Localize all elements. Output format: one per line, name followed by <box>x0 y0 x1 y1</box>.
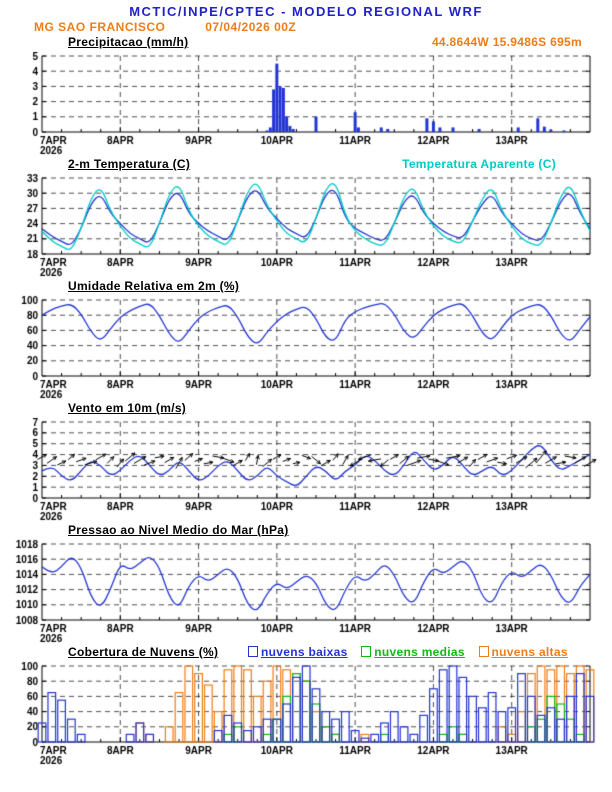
panel-clouds: Cobertura de Nuvens (%) nuvens baixas nu… <box>0 645 612 766</box>
mid-clouds-label: nuvens medias <box>374 645 465 659</box>
panel-wind: Vento em 10m (m/s) <box>0 401 612 522</box>
humidity-title: Umidade Relativa em 2m (%) <box>68 279 240 293</box>
panel-clouds-header: Cobertura de Nuvens (%) nuvens baixas nu… <box>0 645 612 660</box>
panel-temperature-header: 2-m Temperatura (C) Temperatura Aparente… <box>0 157 612 172</box>
page-title: MCTIC/INPE/CPTEC - MODELO REGIONAL WRF <box>129 4 483 19</box>
wind-chart <box>0 416 612 522</box>
legend-item-high-clouds: nuvens altas <box>478 645 568 659</box>
legend-item-mid-clouds: nuvens medias <box>361 645 465 659</box>
clouds-chart <box>0 660 612 766</box>
panel-pressure-header: Pressao ao Nivel Medio do Mar (hPa) <box>0 523 612 538</box>
high-clouds-label: nuvens altas <box>491 645 568 659</box>
high-clouds-swatch-icon <box>478 646 489 657</box>
clouds-legend: nuvens baixas nuvens medias nuvens altas <box>248 645 578 659</box>
pressure-chart <box>0 538 612 644</box>
temperature-title: 2-m Temperatura (C) <box>68 157 191 171</box>
run-datetime: 07/04/2026 00Z <box>205 20 297 34</box>
panel-wind-header: Vento em 10m (m/s) <box>0 401 612 416</box>
precipitation-chart <box>0 50 612 156</box>
station-name: MG SAO FRANCISCO <box>34 20 166 34</box>
low-clouds-label: nuvens baixas <box>261 645 348 659</box>
wind-title: Vento em 10m (m/s) <box>68 401 187 415</box>
low-clouds-swatch-icon <box>248 646 258 657</box>
apparent-temperature-label: Temperatura Aparente (C) <box>402 157 556 171</box>
run-header: MG SAO FRANCISCO 07/04/2026 00Z <box>0 20 612 35</box>
panel-pressure: Pressao ao Nivel Medio do Mar (hPa) <box>0 523 612 644</box>
mid-clouds-swatch-icon <box>361 646 372 657</box>
station-location: 44.8644W 15.9486S 695m <box>431 35 582 49</box>
panel-humidity: Umidade Relativa em 2m (%) <box>0 279 612 400</box>
precipitation-title: Precipitacao (mm/h) <box>68 35 189 49</box>
legend-item-low-clouds: nuvens baixas <box>248 645 348 659</box>
temperature-chart <box>0 172 612 278</box>
clouds-title: Cobertura de Nuvens (%) <box>68 645 219 659</box>
panel-precipitation: Precipitacao (mm/h) 44.8644W 15.9486S 69… <box>0 35 612 156</box>
meteogram-page: MCTIC/INPE/CPTEC - MODELO REGIONAL WRF M… <box>0 4 612 766</box>
pressure-title: Pressao ao Nivel Medio do Mar (hPa) <box>68 523 289 537</box>
panel-precipitation-header: Precipitacao (mm/h) 44.8644W 15.9486S 69… <box>0 35 612 50</box>
panel-humidity-header: Umidade Relativa em 2m (%) <box>0 279 612 294</box>
humidity-chart <box>0 294 612 400</box>
panel-temperature: 2-m Temperatura (C) Temperatura Aparente… <box>0 157 612 278</box>
